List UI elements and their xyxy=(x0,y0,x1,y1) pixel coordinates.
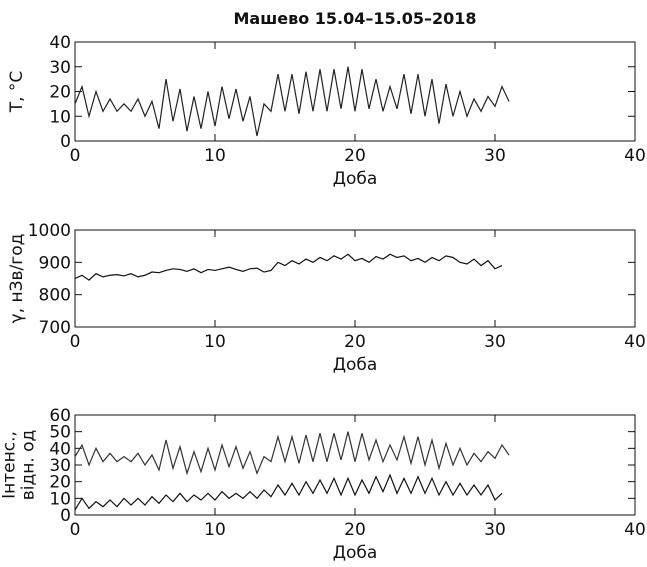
data-line xyxy=(74,253,503,281)
y-tick-label: 1000 xyxy=(28,221,71,241)
x-tick-label: 10 xyxy=(204,146,226,166)
plot-frame xyxy=(74,414,636,516)
x-tick-label: 0 xyxy=(70,146,81,166)
x-tick-label: 10 xyxy=(204,332,226,352)
y-tick-label: 60 xyxy=(49,406,71,426)
y-axis-label: відн. од xyxy=(19,430,39,501)
x-tick-label: 40 xyxy=(624,146,646,166)
x-axis-label: Доба xyxy=(333,355,378,375)
x-tick-label: 30 xyxy=(484,146,506,166)
x-tick-label: 20 xyxy=(344,332,366,352)
x-axis-label: Доба xyxy=(333,169,378,189)
y-tick-label: 0 xyxy=(60,506,71,526)
x-axis-label: Доба xyxy=(333,543,378,563)
x-tick-label: 30 xyxy=(484,332,506,352)
y-tick-label: 40 xyxy=(49,439,71,459)
x-tick-label: 20 xyxy=(344,146,366,166)
data-line xyxy=(74,473,503,511)
plot-frame xyxy=(74,229,636,328)
y-tick-label: 900 xyxy=(39,253,71,273)
x-tick-label: 40 xyxy=(624,332,646,352)
y-tick-label: 30 xyxy=(49,456,71,476)
data-line xyxy=(74,431,510,476)
y-tick-label: 800 xyxy=(39,286,71,306)
y-axis-label: Інтенс., xyxy=(0,431,20,499)
y-tick-label: 20 xyxy=(49,83,71,103)
x-tick-label: 30 xyxy=(484,520,506,540)
y-tick-label: 700 xyxy=(39,318,71,338)
y-tick-label: 10 xyxy=(49,107,71,127)
x-tick-label: 10 xyxy=(204,520,226,540)
x-tick-label: 0 xyxy=(70,332,81,352)
y-axis-label: γ, нЗв/год xyxy=(7,234,27,324)
y-tick-label: 40 xyxy=(49,33,71,53)
x-tick-label: 0 xyxy=(70,520,81,540)
x-tick-label: 20 xyxy=(344,520,366,540)
y-tick-label: 30 xyxy=(49,58,71,78)
y-tick-label: 50 xyxy=(49,423,71,443)
y-tick-label: 0 xyxy=(60,132,71,152)
y-tick-label: 20 xyxy=(49,473,71,493)
chart-title: Машево 15.04–15.05–2018 xyxy=(234,9,477,28)
y-tick-label: 10 xyxy=(49,489,71,509)
x-tick-label: 40 xyxy=(624,520,646,540)
data-line xyxy=(74,66,510,137)
y-axis-label: T, °C xyxy=(7,71,27,114)
